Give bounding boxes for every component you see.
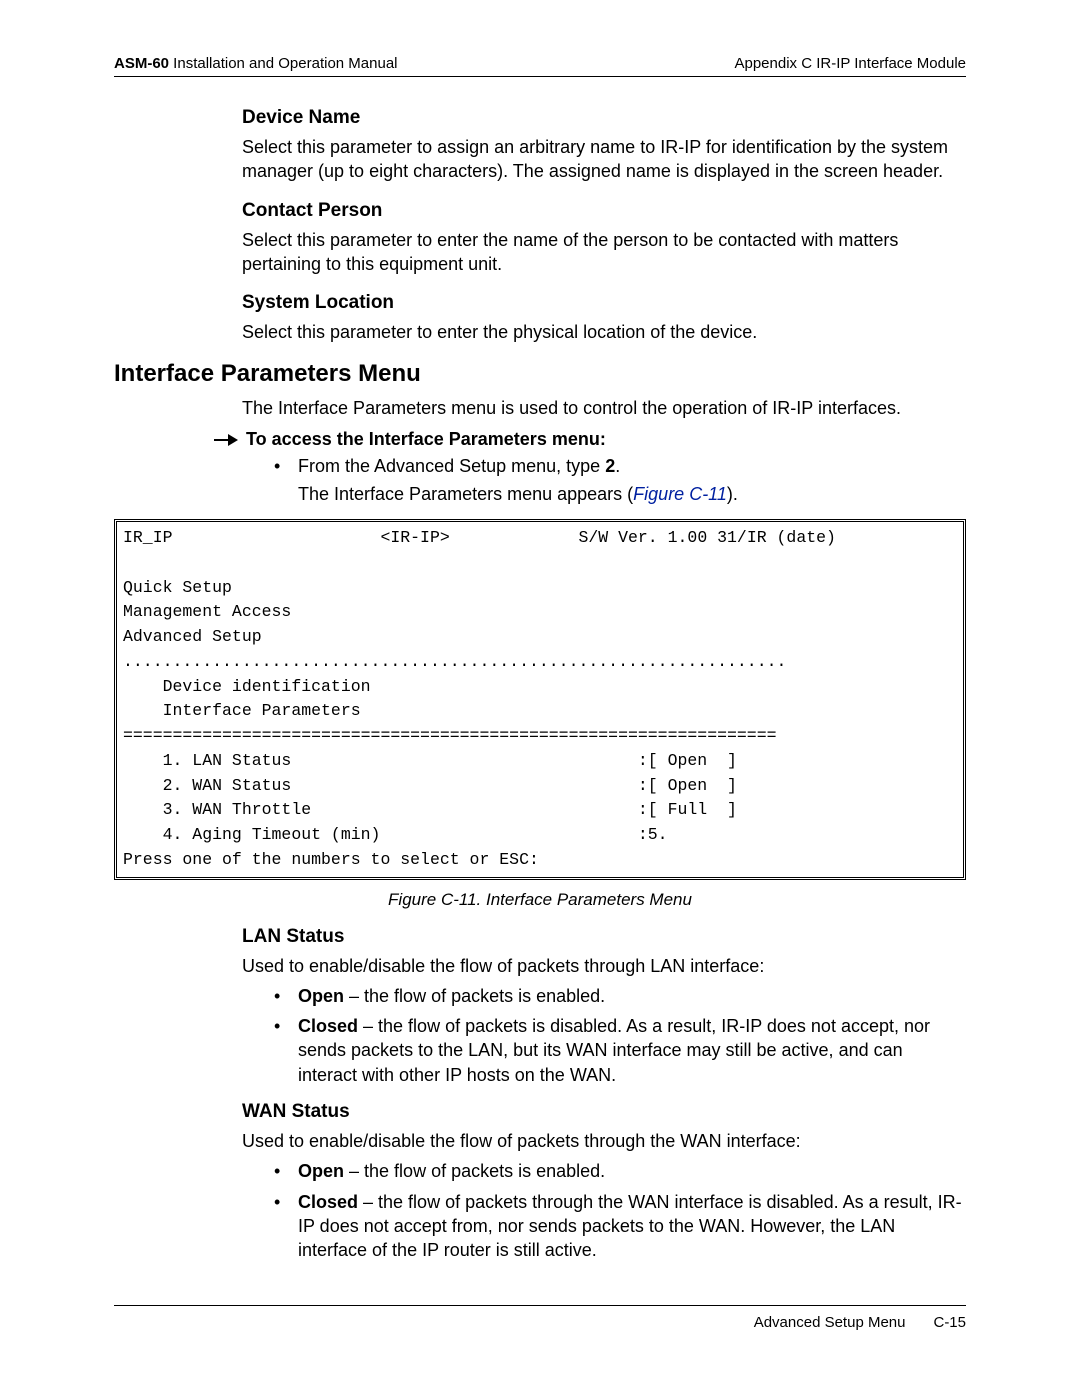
- header-right: Appendix C IR-IP Interface Module: [734, 55, 966, 72]
- wan-closed-bullet: • Closed – the flow of packets through t…: [274, 1190, 966, 1263]
- page-header: ASM-60 Installation and Operation Manual…: [114, 55, 966, 77]
- term-sub-ifparams: Interface Parameters: [123, 701, 361, 720]
- term-menu-advanced: Advanced Setup: [123, 627, 262, 646]
- procedure-step-text: From the Advanced Setup menu, type 2.: [298, 454, 620, 478]
- bullet-icon: •: [274, 984, 298, 1008]
- contact-person-title: Contact Person: [242, 200, 966, 222]
- term-menu-quick: Quick Setup: [123, 578, 232, 597]
- term-opt-throttle: 3. WAN Throttle :[ Full ]: [123, 800, 737, 819]
- wan-open-bullet: • Open – the flow of packets is enabled.: [274, 1159, 966, 1183]
- contact-person-body: Select this parameter to enter the name …: [242, 228, 966, 277]
- procedure-step: • From the Advanced Setup menu, type 2.: [274, 454, 966, 478]
- footer-section: Advanced Setup Menu: [754, 1314, 906, 1331]
- device-name-title: Device Name: [242, 107, 966, 129]
- term-version: S/W Ver. 1.00 31/IR (date): [579, 528, 836, 547]
- term-menu-mgmt: Management Access: [123, 602, 291, 621]
- term-dots: ........................................…: [123, 652, 786, 671]
- header-left: ASM-60 Installation and Operation Manual: [114, 55, 398, 72]
- term-opt-lan: 1. LAN Status :[ Open ]: [123, 751, 737, 770]
- manual-title: Installation and Operation Manual: [169, 55, 397, 72]
- term-hostname: IR_IP: [123, 528, 173, 547]
- term-device: <IR-IP>: [380, 528, 449, 547]
- interface-params-heading: Interface Parameters Menu: [114, 360, 966, 388]
- footer-page-number: C-15: [933, 1314, 966, 1331]
- term-opt-aging: 4. Aging Timeout (min) :5.: [123, 825, 668, 844]
- lan-open-bullet: • Open – the flow of packets is enabled.: [274, 984, 966, 1008]
- bullet-icon: •: [274, 454, 298, 478]
- product-code: ASM-60: [114, 55, 169, 72]
- lan-status-title: LAN Status: [242, 926, 966, 948]
- wan-status-intro: Used to enable/disable the flow of packe…: [242, 1129, 966, 1153]
- device-name-body: Select this parameter to assign an arbit…: [242, 135, 966, 184]
- figure-link[interactable]: Figure C-11: [633, 484, 727, 504]
- system-location-title: System Location: [242, 292, 966, 314]
- term-prompt: Press one of the numbers to select or ES…: [123, 850, 539, 869]
- terminal-screenshot: IR_IP <IR-IP> S/W Ver. 1.00 31/IR (date)…: [114, 519, 966, 880]
- footer-rule: [114, 1305, 966, 1306]
- arrow-icon: [214, 433, 238, 447]
- lan-status-intro: Used to enable/disable the flow of packe…: [242, 954, 966, 978]
- page-footer: Advanced Setup Menu C-15: [114, 1314, 966, 1331]
- procedure-heading: To access the Interface Parameters menu:: [214, 429, 966, 450]
- wan-status-title: WAN Status: [242, 1101, 966, 1123]
- term-sub-devid: Device identification: [123, 677, 371, 696]
- bullet-icon: •: [274, 1014, 298, 1087]
- figure-caption: Figure C-11. Interface Parameters Menu: [114, 890, 966, 910]
- interface-params-intro: The Interface Parameters menu is used to…: [242, 396, 966, 420]
- bullet-icon: •: [274, 1190, 298, 1263]
- procedure-result: The Interface Parameters menu appears (F…: [298, 484, 966, 505]
- procedure-title: To access the Interface Parameters menu:: [246, 429, 606, 450]
- bullet-icon: •: [274, 1159, 298, 1183]
- lan-closed-bullet: • Closed – the flow of packets is disabl…: [274, 1014, 966, 1087]
- term-opt-wan: 2. WAN Status :[ Open ]: [123, 776, 737, 795]
- system-location-body: Select this parameter to enter the physi…: [242, 320, 966, 344]
- term-separator: ========================================…: [123, 726, 777, 745]
